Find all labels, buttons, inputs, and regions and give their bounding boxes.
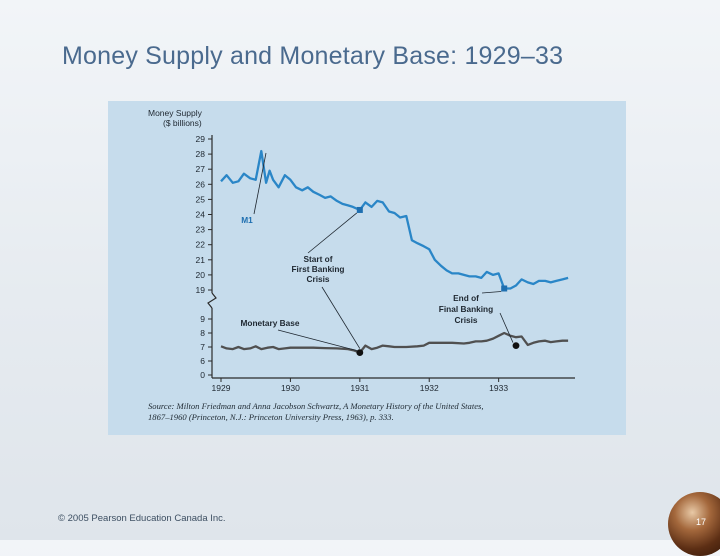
crisis-start-arrow-lower: [321, 286, 361, 349]
y-tick-label: 23: [196, 225, 206, 235]
crisis-end-label: Final Banking: [439, 304, 493, 314]
y-tick-label: 6: [200, 356, 205, 366]
chart-figure: Money Supply ($ billions) 29 28 27 26 25 24 23 22…: [108, 101, 626, 435]
crisis-start-label: Crisis: [306, 274, 329, 284]
y-tick-label: 25: [196, 194, 206, 204]
monetary-base-arrow: [277, 329, 357, 351]
monetary-base-series-line: [220, 331, 569, 354]
m1-marker: [356, 206, 363, 213]
y-axis-title: Money Supply: [148, 108, 203, 118]
source-line: 1867–1960 (Princeton, N.J.: Princeton Un…: [148, 412, 394, 422]
y-tick-label: 22: [196, 240, 206, 250]
x-tick-label: 1932: [420, 383, 439, 393]
x-tick-label: 1930: [281, 383, 300, 393]
crisis-end-arrow-upper: [481, 291, 502, 294]
money-supply-chart: Money Supply($ billions) 29 28 27 26 25 24 23 22…: [148, 108, 575, 393]
y-tick-label: 21: [196, 255, 206, 265]
y-tick-label: 7: [200, 342, 205, 352]
source-line: Source: Milton Friedman and Anna Jacobso…: [148, 401, 484, 411]
y-tick-label: 24: [196, 210, 206, 220]
slide-title: Money Supply and Monetary Base: 1929–33: [62, 42, 564, 70]
monetary-base-marker: [356, 349, 364, 356]
crisis-start-label: Start of: [303, 254, 332, 264]
footer-copyright: © 2005 Pearson Education Canada Inc.: [58, 513, 226, 524]
page-number: 17: [695, 517, 706, 527]
monetary-base-label: Monetary Base: [240, 318, 299, 328]
m1-label: M1: [241, 215, 253, 225]
crisis-start-label: First Banking: [291, 264, 344, 274]
x-tick-label: 1933: [489, 383, 508, 393]
y-tick-label: 19: [196, 285, 206, 295]
crisis-end-label: End of: [453, 293, 479, 303]
crisis-start-arrow-upper: [307, 212, 358, 254]
y-tick-label: 9: [200, 314, 205, 324]
y-tick-label: 27: [196, 164, 206, 174]
y-tick-label: 28: [196, 149, 206, 159]
monetary-base-marker: [512, 342, 520, 349]
m1-series-line: [220, 149, 569, 290]
y-tick-label: 0: [200, 370, 205, 380]
crisis-end-label: Crisis: [454, 315, 477, 325]
y-tick-label: 20: [196, 270, 206, 280]
crisis-end-arrow-lower: [499, 312, 514, 343]
y-tick-label: 26: [196, 179, 206, 189]
y-tick-label: 29: [196, 134, 206, 144]
y-tick-label: 8: [200, 328, 205, 338]
x-tick-label: 1931: [350, 383, 369, 393]
m1-label-arrow: [253, 152, 267, 215]
source-note: Source: Milton Friedman and Anna Jacobso…: [148, 401, 578, 423]
m1-marker: [501, 285, 508, 292]
x-tick-label: 1929: [212, 383, 231, 393]
axis-break-mark: [207, 292, 217, 309]
y-axis-title: ($ billions): [163, 118, 202, 128]
